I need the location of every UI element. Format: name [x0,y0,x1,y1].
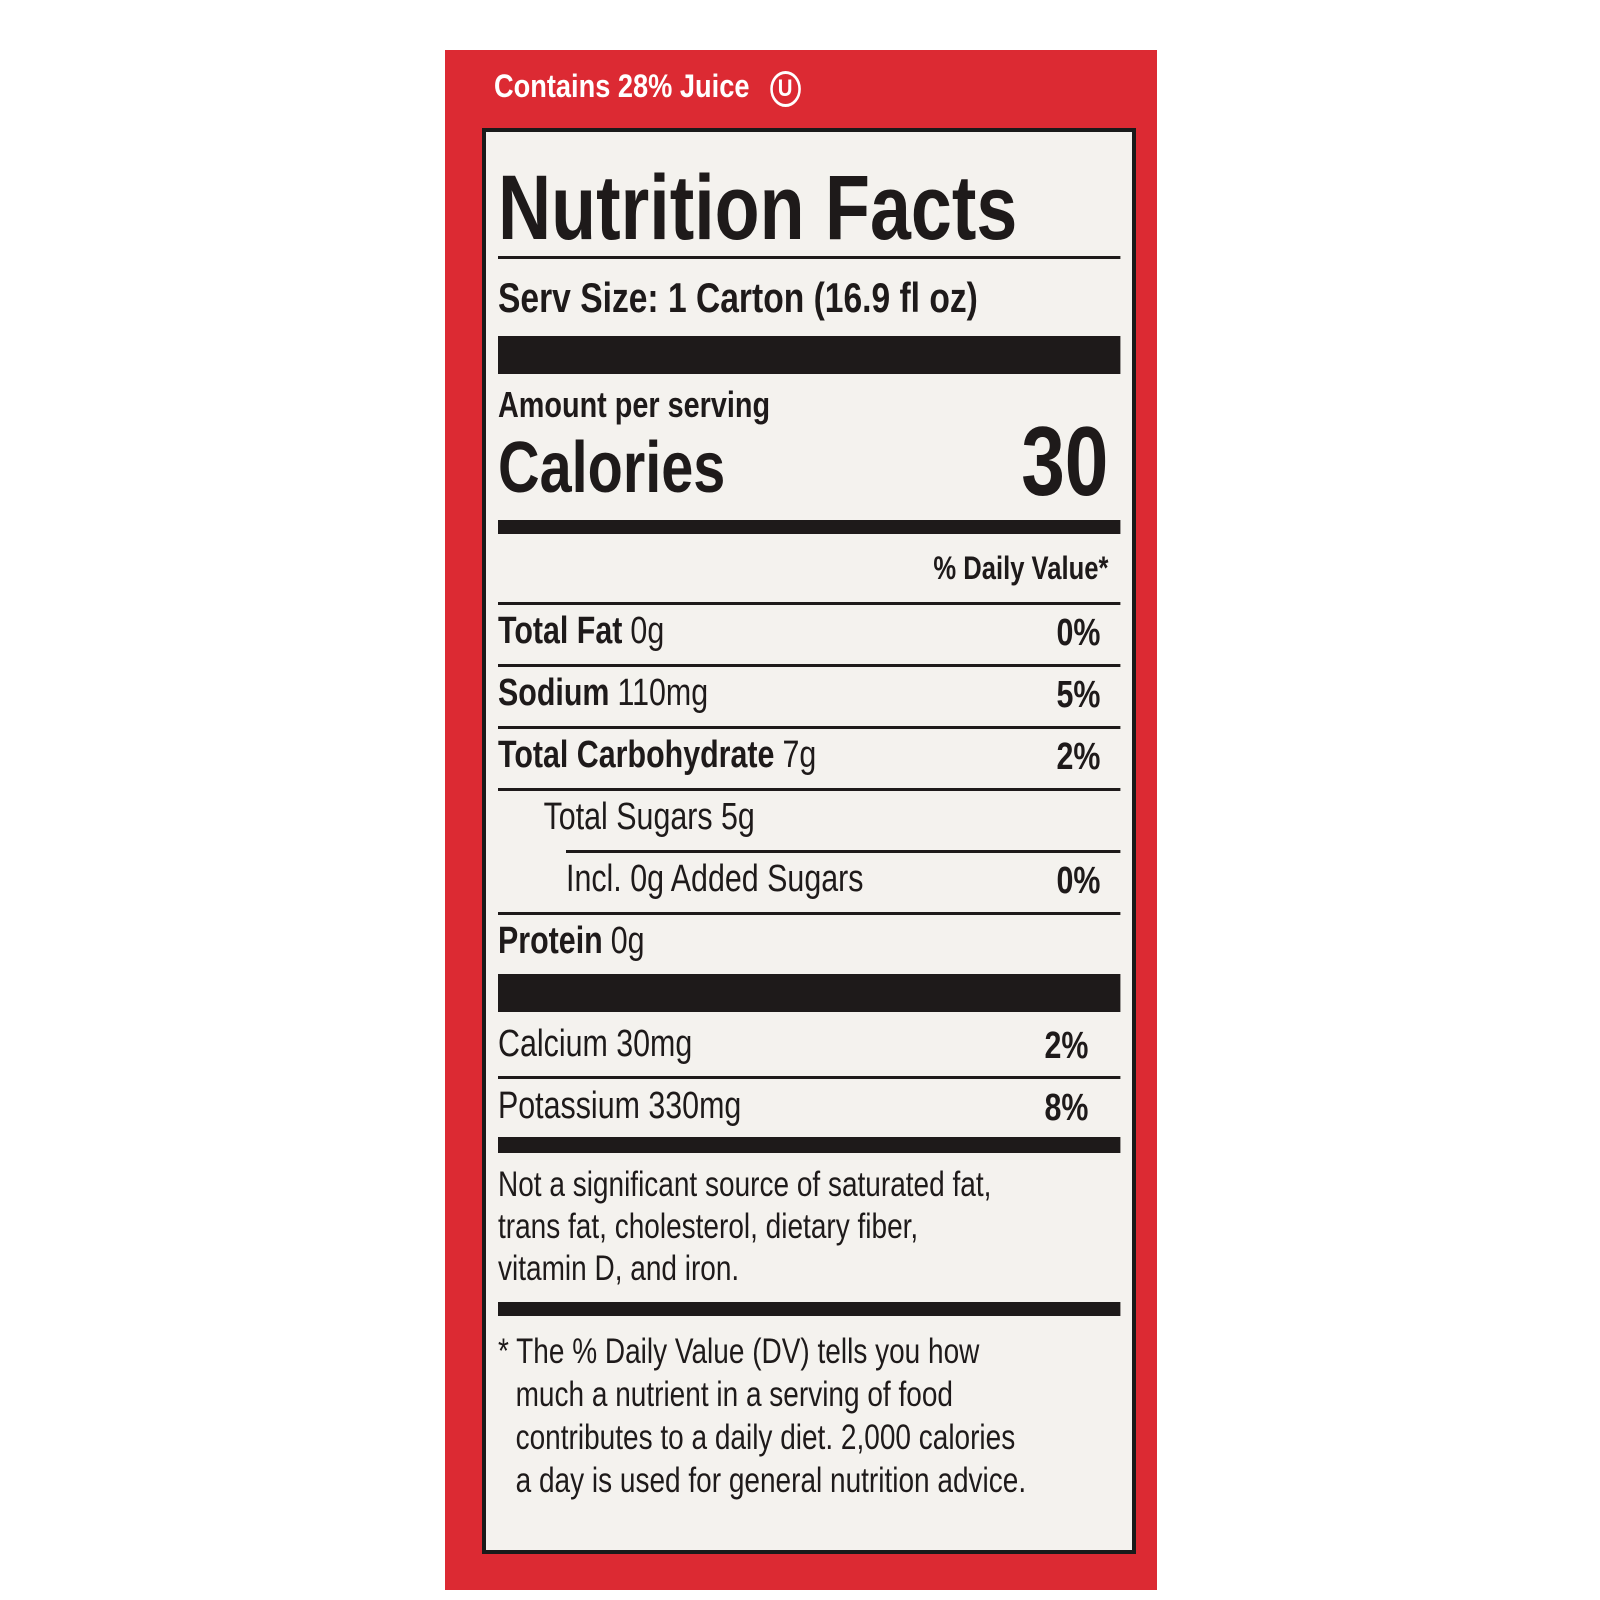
nutrient-name: Total Sugars 5g [543,796,755,838]
nutrient-name: Potassium 330mg [498,1085,742,1127]
nutrient-row: Total Carbohydrate 7g [498,736,816,774]
nutrient-row: Total Fat 0g [498,612,664,650]
thick-bar [498,336,1121,374]
juice-text: Contains 28% Juice [494,68,750,104]
calories-value: 30 [1021,406,1109,516]
nutrient-row: Potassium 330mg [498,1087,741,1125]
footnote-line: contributes to a daily diet. 2,000 calor… [515,1418,1016,1457]
nutrient-name: Sodium [498,672,610,714]
daily-value: 2% [1044,1025,1089,1067]
daily-value: 8% [1044,1087,1089,1129]
nutrient-row: Calcium 30mg [498,1025,692,1063]
rule [498,912,1121,915]
serving-size: Serv Size: 1 Carton (16.9 fl oz) [498,274,978,321]
label-content: Nutrition Facts Serv Size: 1 Carton (16.… [486,132,1132,1550]
nutrient-amount: 0g [610,920,645,962]
rule [498,974,1121,1012]
nutrient-name: Protein [498,920,603,962]
thick-bar [498,1302,1121,1316]
thick-bar [498,520,1121,534]
thick-bar [498,1137,1121,1153]
daily-value: 2% [1056,736,1101,778]
footnote-line: much a nutrient in a serving of food [515,1375,953,1414]
daily-value: 0% [1056,860,1101,902]
footnote-line: * The % Daily Value (DV) tells you how [498,1332,980,1371]
rule [566,850,1121,853]
nutrient-row: Total Sugars 5g [544,798,755,836]
nutrient-name: Total Carbohydrate [498,734,775,776]
daily-value: 0% [1056,612,1101,654]
amount-per-serving: Amount per serving [498,384,771,425]
note: Not a significant source of saturated fa… [498,1164,991,1290]
calories-label: Calories [498,428,726,508]
rule [498,602,1121,605]
footnote: * The % Daily Value (DV) tells you how m… [498,1330,1026,1502]
nutrient-amount: 110mg [617,672,709,714]
nutrient-row: Sodium 110mg [498,674,708,712]
nutrient-name: Total Fat [498,610,623,652]
note-line: trans fat, cholesterol, dietary fiber, [498,1207,919,1246]
nutrient-row: Protein 0g [498,922,645,960]
note-line: vitamin D, and iron. [498,1249,740,1288]
nutrient-name: Calcium 30mg [498,1023,693,1065]
dv-header: % Daily Value* [933,550,1109,586]
footnote-line: a day is used for general nutrition advi… [515,1461,1027,1500]
nutrition-label: Nutrition Facts Serv Size: 1 Carton (16.… [482,128,1136,1554]
rule [498,788,1121,791]
title: Nutrition Facts [498,157,1018,259]
rule [498,664,1121,667]
juice-claim: Contains 28% Juice U [494,68,801,107]
daily-value: 5% [1056,674,1101,716]
rule [498,256,1121,259]
rule [498,1076,1121,1079]
kosher-symbol: U [769,70,801,107]
note-line: Not a significant source of saturated fa… [498,1165,992,1204]
rule [498,726,1121,729]
nutrient-row: Incl. 0g Added Sugars [566,860,863,898]
nutrient-name: Incl. 0g Added Sugars [566,858,864,900]
nutrient-amount: 0g [630,610,665,652]
nutrient-amount: 7g [782,734,817,776]
